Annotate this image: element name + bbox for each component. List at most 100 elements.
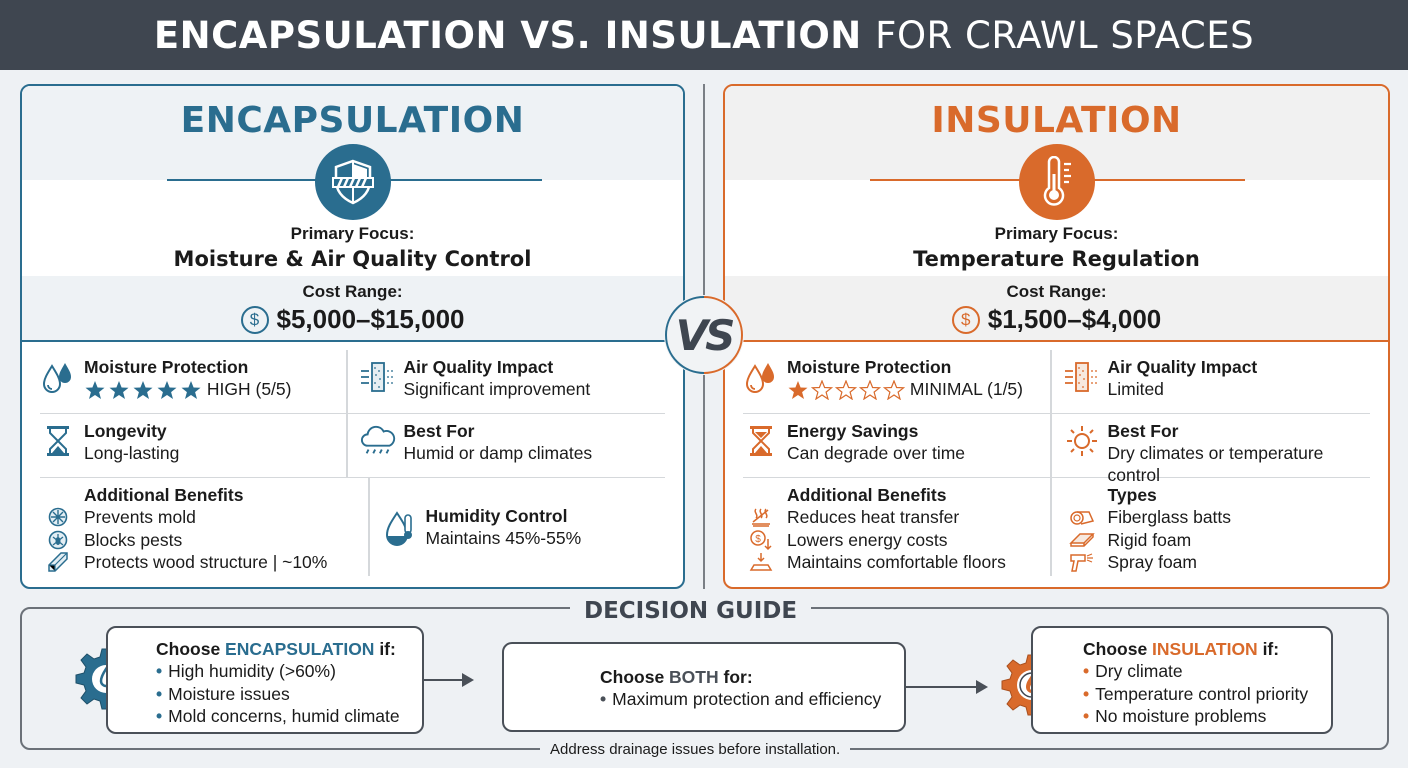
encapsulation-panel: ENCAPSULATION Primary Focus: Moisture & … [20, 84, 685, 589]
benefits-title: Additional Benefits [84, 485, 244, 505]
cost-label: Cost Range: [302, 282, 403, 301]
focus-value: Moisture & Air Quality Control [173, 247, 532, 271]
energy-value: Can degrade over time [787, 443, 966, 463]
focus-value: Temperature Regulation [913, 247, 1200, 271]
dollar-icon: $ [240, 305, 269, 334]
decision-guide-note: Address drainage issues before installat… [540, 741, 851, 758]
humidity-value: Maintains 45%-55% [425, 528, 582, 548]
spray-gun-icon [1064, 551, 1100, 573]
insulation-details: Moisture Protection [725, 342, 1388, 576]
best-for-title: Best For [1107, 421, 1179, 441]
rating-text: HIGH (5/5) [206, 379, 292, 399]
hourglass-icon [40, 420, 76, 458]
thermometer-icon [1018, 144, 1095, 220]
batt-roll-icon [1064, 507, 1100, 527]
insulation-types: Types Fiberglass batts Rigid foam Spr [1049, 478, 1371, 576]
sun-icon [1064, 420, 1100, 458]
focus-label: Primary Focus: [290, 224, 415, 243]
best-for-title: Best For [403, 421, 475, 441]
longevity-title: Longevity [84, 421, 167, 441]
cost-label: Cost Range: [1006, 282, 1107, 301]
cost-value: $1,500–$4,000 [987, 304, 1162, 334]
svg-text:$: $ [755, 534, 761, 545]
encapsulation-title: ENCAPSULATION [180, 100, 525, 141]
encapsulation-longevity: Longevity Long-lasting [40, 414, 346, 477]
rating-text: MINIMAL (1/5) [909, 379, 1023, 399]
benefit-item: Blocks pests [40, 529, 327, 552]
decision-guide-title: DECISION GUIDE [570, 598, 812, 624]
insulation-title: INSULATION [931, 100, 1182, 141]
choose-item: • High humidity (>60%) [156, 661, 336, 681]
type-item: Fiberglass batts [1064, 506, 1231, 529]
benefit-item: Reduces heat transfer [743, 506, 1006, 529]
vs-label: VS [675, 310, 736, 360]
benefit-item: Protects wood structure | ~10% [40, 551, 327, 574]
humidity-drop-icon [382, 505, 418, 549]
longevity-value: Long-lasting [84, 443, 180, 463]
insulation-panel: INSULATION Primary Focus: Temperature Re… [723, 84, 1390, 589]
mold-icon [40, 507, 76, 527]
vs-badge: VS [664, 295, 744, 375]
air-filter-icon [1064, 356, 1100, 394]
benefits-title: Additional Benefits [787, 485, 947, 505]
choose-insulation-box: Choose INSULATION if: • Dry climate • Temp… [1031, 626, 1333, 734]
header-banner: ENCAPSULATION VS. INSULATION FOR CRAWL S… [0, 0, 1408, 70]
rating-stars [84, 380, 202, 400]
page-title: ENCAPSULATION VS. INSULATION FOR CRAWL S… [154, 14, 1254, 57]
choose-encapsulation-box: Choose ENCAPSULATION if: • High humidity … [106, 626, 424, 734]
center-divider-top [703, 84, 705, 296]
focus-label: Primary Focus: [994, 224, 1119, 243]
rating-stars [787, 380, 905, 401]
choose-insulation-heading: Choose INSULATION if: [1083, 639, 1280, 659]
arrow-right-icon [906, 680, 988, 694]
choose-encapsulation-heading: Choose ENCAPSULATION if: [156, 639, 396, 659]
wood-beam-icon [40, 551, 76, 573]
shield-icon [314, 144, 391, 220]
type-item: Rigid foam [1064, 529, 1232, 552]
benefit-item: $ Lowers energy costs [743, 529, 1006, 552]
choose-item: • Mold concerns, humid climate [156, 706, 400, 726]
title-light: FOR CRAWL SPACES [875, 13, 1255, 57]
energy-title: Energy Savings [787, 421, 919, 441]
title-bold: ENCAPSULATION VS. INSULATION [153, 13, 862, 57]
moisture-title: Moisture Protection [84, 357, 249, 377]
encapsulation-moisture: Moisture Protection [40, 350, 346, 413]
rain-cloud-icon [360, 420, 396, 458]
water-drops-icon [40, 356, 76, 396]
choose-both-heading: Choose BOTH for: [600, 667, 753, 687]
choose-both-box: Choose BOTH for: • Maximum protection and… [502, 642, 906, 732]
cost-value: $5,000–$15,000 [276, 304, 465, 334]
insulation-best-for: Best For Dry climates or temperature con… [1049, 414, 1371, 485]
air-filter-icon [360, 356, 396, 394]
dollar-icon: $ [951, 305, 980, 334]
insulation-moisture: Moisture Protection [743, 350, 1050, 413]
choose-item: • Moisture issues [156, 683, 290, 704]
air-quality-title: Air Quality Impact [1107, 357, 1258, 377]
cost-down-icon: $ [743, 529, 779, 551]
insulation-energy-savings: Energy Savings Can degrade over time [743, 414, 1050, 477]
air-quality-value: Significant improvement [403, 379, 591, 399]
encapsulation-benefits: Additional Benefits Prevents mold Blocks… [40, 478, 368, 576]
choose-item: • Dry climate [1083, 661, 1183, 681]
floor-icon [743, 551, 779, 573]
encapsulation-cost: Cost Range: $ $5,000–$15,000 [22, 276, 683, 342]
choose-item: • No moisture problems [1083, 706, 1267, 726]
center-divider-bottom [703, 374, 705, 589]
encapsulation-details: Moisture Protection [22, 342, 683, 576]
air-quality-value: Limited [1107, 379, 1164, 399]
choose-item: • Temperature control priority [1083, 683, 1309, 704]
insulation-benefits: Additional Benefits Reduces heat transfe… [743, 478, 1050, 576]
insulation-cost: Cost Range: $ $1,500–$4,000 [725, 276, 1388, 342]
pest-icon [40, 530, 76, 550]
heat-waves-icon [743, 506, 779, 528]
humidity-title: Humidity Control [425, 506, 568, 526]
rigid-board-icon [1064, 530, 1100, 550]
water-drops-icon [743, 356, 779, 396]
best-for-value: Humid or damp climates [403, 443, 593, 463]
encapsulation-humidity: Humidity Control Maintains 45%-55% [367, 478, 666, 576]
benefit-item: Maintains comfortable floors [743, 551, 1006, 574]
insulation-air-quality: Air Quality Impact Limited [1049, 350, 1371, 413]
arrow-right-icon [424, 673, 474, 687]
air-quality-title: Air Quality Impact [403, 357, 554, 377]
encapsulation-air-quality: Air Quality Impact Significant improveme… [345, 350, 666, 413]
